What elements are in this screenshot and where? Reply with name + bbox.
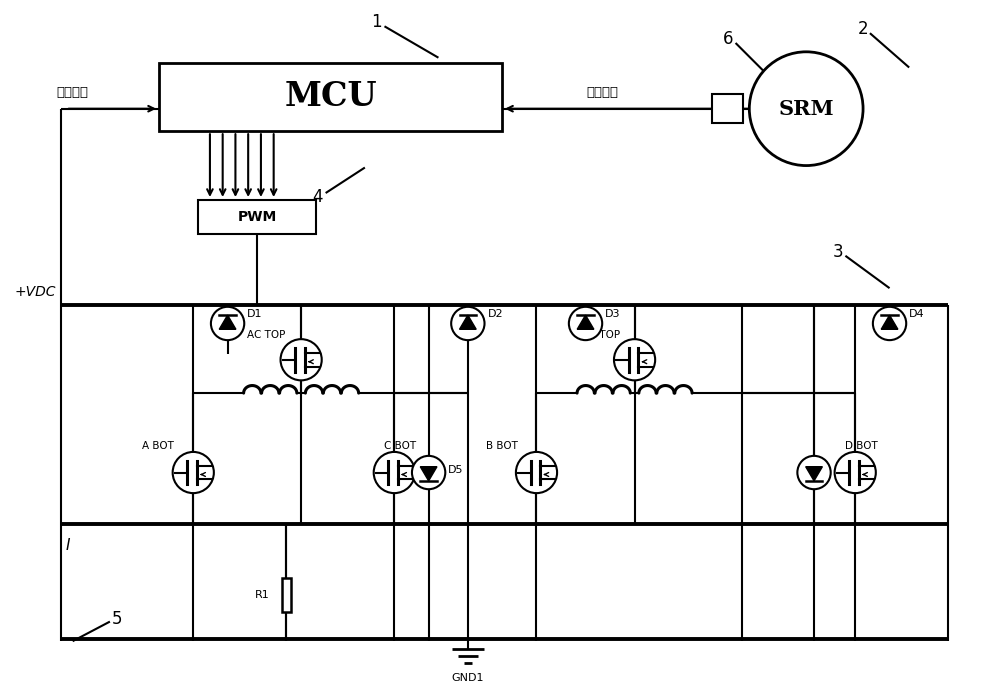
Text: MCU: MCU — [284, 80, 377, 113]
Circle shape — [797, 456, 831, 489]
Circle shape — [211, 307, 244, 340]
Circle shape — [412, 456, 445, 489]
Text: A BOT: A BOT — [142, 441, 174, 451]
Polygon shape — [577, 315, 594, 329]
Text: I: I — [66, 539, 70, 553]
Text: 电流信号: 电流信号 — [56, 86, 88, 99]
Text: C BOT: C BOT — [384, 441, 417, 451]
Polygon shape — [881, 315, 898, 329]
Text: 5: 5 — [112, 610, 122, 628]
Circle shape — [516, 452, 557, 493]
Text: D3: D3 — [605, 309, 621, 318]
Polygon shape — [806, 466, 822, 481]
Circle shape — [569, 307, 602, 340]
Text: SRM: SRM — [778, 99, 834, 119]
Text: +VDC: +VDC — [14, 285, 56, 299]
Circle shape — [873, 307, 906, 340]
Bar — [282, 578, 291, 613]
Text: D5: D5 — [448, 464, 464, 475]
Text: 6: 6 — [722, 30, 733, 48]
Text: 4: 4 — [313, 188, 323, 206]
Text: PWM: PWM — [237, 210, 277, 224]
Circle shape — [451, 307, 485, 340]
Text: AC TOP: AC TOP — [247, 330, 286, 340]
Bar — [198, 200, 316, 234]
Circle shape — [281, 339, 322, 380]
Text: GND1: GND1 — [452, 672, 484, 683]
Circle shape — [614, 339, 655, 380]
Text: D6: D6 — [810, 473, 824, 482]
Circle shape — [835, 452, 876, 493]
Text: D BOT: D BOT — [845, 441, 878, 451]
Bar — [712, 94, 743, 123]
Text: R1: R1 — [255, 590, 270, 600]
Text: 位置信号: 位置信号 — [586, 86, 618, 99]
Text: 3: 3 — [832, 243, 843, 261]
Bar — [159, 62, 502, 131]
Circle shape — [374, 452, 415, 493]
Polygon shape — [460, 315, 476, 329]
Text: 2: 2 — [858, 21, 868, 38]
Circle shape — [749, 52, 863, 165]
Text: BD TOP: BD TOP — [581, 330, 620, 340]
Circle shape — [173, 452, 214, 493]
Text: 1: 1 — [371, 14, 382, 32]
Text: D4: D4 — [909, 309, 925, 318]
Polygon shape — [420, 466, 437, 481]
Text: D1: D1 — [247, 309, 263, 318]
Text: D2: D2 — [487, 309, 503, 318]
Polygon shape — [219, 315, 236, 329]
Text: B BOT: B BOT — [486, 441, 517, 451]
